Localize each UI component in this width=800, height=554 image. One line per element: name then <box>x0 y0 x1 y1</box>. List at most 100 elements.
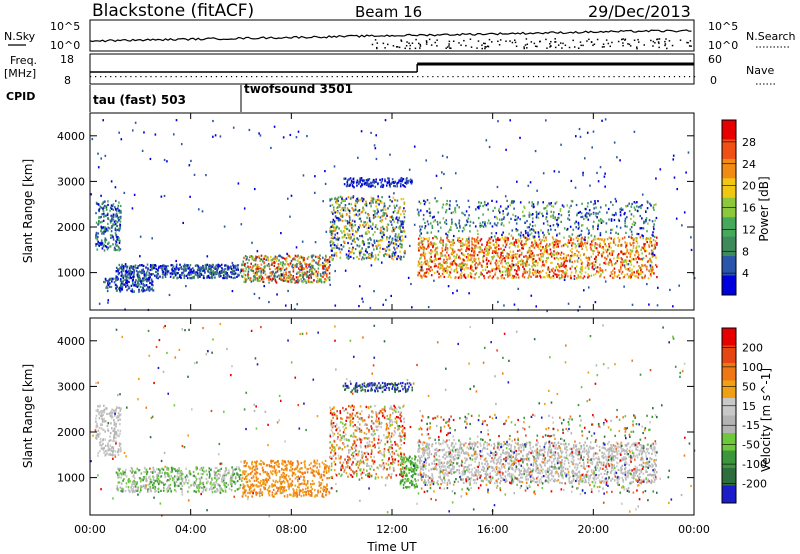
power-cell <box>374 254 377 257</box>
power-cell <box>248 259 250 262</box>
power-colorbar-tick-label: 28 <box>742 136 756 149</box>
power-cell <box>533 246 536 249</box>
power-cell <box>207 265 210 268</box>
power-cell <box>338 205 341 208</box>
power-cell <box>442 239 444 242</box>
power-cell <box>586 264 589 267</box>
power-cell <box>329 283 331 286</box>
power-cell <box>358 199 361 202</box>
power-cell <box>243 207 246 210</box>
power-cell <box>526 238 528 241</box>
power-cell <box>596 171 598 175</box>
power-cell <box>487 251 490 254</box>
power-cell <box>474 258 477 261</box>
power-cell <box>432 244 435 247</box>
power-cell <box>363 225 366 228</box>
power-cell <box>375 178 377 181</box>
power-cell <box>403 220 405 223</box>
power-cell <box>284 263 286 266</box>
power-cell <box>240 268 242 271</box>
power-cell <box>524 263 527 266</box>
power-cell <box>553 246 555 249</box>
power-cell <box>495 265 498 268</box>
power-cell <box>388 237 391 240</box>
power-cell <box>350 179 353 182</box>
power-cell <box>109 209 111 212</box>
power-cell <box>556 243 559 246</box>
power-cell <box>493 268 495 271</box>
power-cell <box>581 215 584 218</box>
nave-point <box>251 76 253 78</box>
power-cell <box>626 216 628 219</box>
power-cell <box>166 268 168 271</box>
power-cell <box>417 211 420 214</box>
power-cell <box>570 239 572 242</box>
power-cell <box>427 240 429 243</box>
power-cell <box>366 216 368 219</box>
power-cell <box>222 274 225 277</box>
power-cell <box>522 262 524 265</box>
velocity-cell <box>97 408 99 412</box>
y-tick-label: 2000 <box>57 221 85 234</box>
power-cell <box>451 248 454 251</box>
power-cell <box>527 231 529 234</box>
power-cell <box>376 208 379 211</box>
power-cell <box>522 235 525 238</box>
power-cell <box>512 201 514 205</box>
nsearch-point <box>396 46 399 48</box>
power-cell <box>369 182 371 186</box>
power-cell <box>474 259 476 262</box>
power-cell <box>490 246 492 249</box>
nsearch-point <box>371 43 374 46</box>
power-cell <box>471 243 473 246</box>
power-cell <box>603 241 606 244</box>
power-cell <box>379 199 382 203</box>
power-cell <box>513 275 516 278</box>
power-cell <box>348 221 351 224</box>
power-cell <box>400 239 402 242</box>
power-cell <box>356 197 358 201</box>
power-cell <box>512 213 514 216</box>
power-cell <box>257 279 260 283</box>
power-cell <box>604 269 607 272</box>
power-cell <box>155 267 158 271</box>
power-cell <box>132 283 134 286</box>
nave-point <box>150 76 152 78</box>
power-cell <box>301 274 303 277</box>
power-cell <box>297 130 300 133</box>
power-cell <box>148 274 150 277</box>
power-cell <box>580 224 583 227</box>
power-cell <box>551 236 554 239</box>
power-cell <box>135 279 137 282</box>
power-cell <box>236 267 239 270</box>
power-cell <box>98 244 100 247</box>
power-cell <box>252 275 255 278</box>
power-cell <box>606 255 609 258</box>
power-cell <box>124 274 127 277</box>
power-cell <box>569 225 572 228</box>
power-cell <box>343 240 346 244</box>
power-cell <box>494 223 497 226</box>
power-cell <box>559 253 562 256</box>
power-cell <box>182 221 185 225</box>
power-cell <box>296 277 299 280</box>
power-cell <box>439 252 442 255</box>
power-cell <box>328 278 331 282</box>
power-cell <box>325 278 328 282</box>
nave-point <box>668 76 671 78</box>
power-cell <box>542 263 544 267</box>
power-cell <box>489 244 491 248</box>
power-cell <box>191 276 194 279</box>
power-cell <box>570 237 572 240</box>
power-cell <box>507 264 509 267</box>
power-cell <box>522 247 525 250</box>
power-cell <box>520 258 523 261</box>
power-cell <box>430 274 433 277</box>
power-cell <box>538 257 541 260</box>
power-cell <box>512 256 515 259</box>
power-cell <box>136 280 139 283</box>
power-cell <box>649 242 652 245</box>
power-cell <box>460 268 462 271</box>
power-cell <box>245 258 248 261</box>
power-cell <box>564 272 566 275</box>
